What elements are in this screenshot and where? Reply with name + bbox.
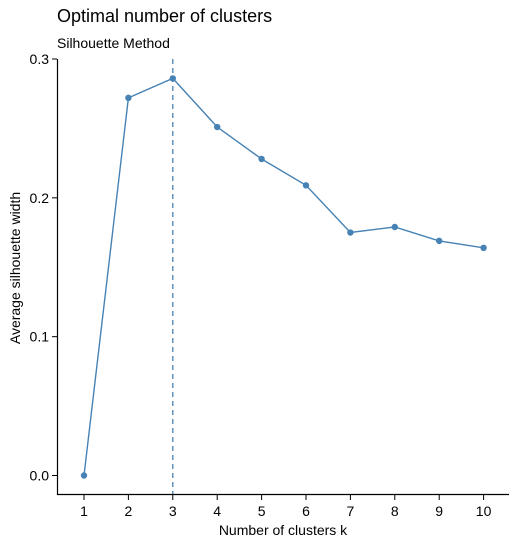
data-point-k1 bbox=[80, 472, 88, 479]
y-tick-label: 0.1 bbox=[30, 329, 50, 345]
data-point-k7 bbox=[347, 229, 354, 236]
x-tick-label: 7 bbox=[347, 503, 355, 519]
y-tick-label: 0.3 bbox=[30, 51, 50, 67]
y-tick-label: 0.2 bbox=[30, 190, 50, 206]
x-axis-ticks: 1 2 3 4 5 6 7 8 9 10 bbox=[80, 495, 492, 519]
chart-subtitle: Silhouette Method bbox=[57, 35, 170, 51]
plot-area bbox=[80, 59, 487, 494]
x-tick-label: 8 bbox=[391, 503, 399, 519]
data-point-k10 bbox=[480, 244, 487, 252]
x-tick-label: 4 bbox=[213, 503, 221, 519]
data-point-k5 bbox=[258, 155, 265, 163]
data-point-k2 bbox=[125, 94, 132, 102]
y-axis-title: Average silhouette width bbox=[7, 192, 23, 344]
data-point-k3 bbox=[169, 75, 176, 82]
x-tick-label: 10 bbox=[476, 503, 492, 519]
x-tick-label: 2 bbox=[125, 503, 133, 519]
y-tick-label: 0.0 bbox=[30, 468, 50, 484]
x-tick-label: 1 bbox=[80, 503, 88, 519]
data-point-k8 bbox=[391, 223, 398, 231]
x-axis-title: Number of clusters k bbox=[219, 522, 348, 538]
series-line bbox=[83, 77, 484, 476]
y-axis-ticks: 0.0 0.1 0.2 0.3 bbox=[30, 51, 57, 484]
data-point-k6 bbox=[302, 182, 310, 189]
data-point-k4 bbox=[214, 123, 221, 131]
x-tick-label: 9 bbox=[435, 503, 443, 519]
x-tick-label: 6 bbox=[302, 503, 310, 519]
x-tick-label: 3 bbox=[169, 503, 177, 519]
x-tick-label: 5 bbox=[258, 503, 266, 519]
data-point-k9 bbox=[436, 237, 443, 245]
chart-title: Optimal number of clusters bbox=[57, 6, 272, 26]
